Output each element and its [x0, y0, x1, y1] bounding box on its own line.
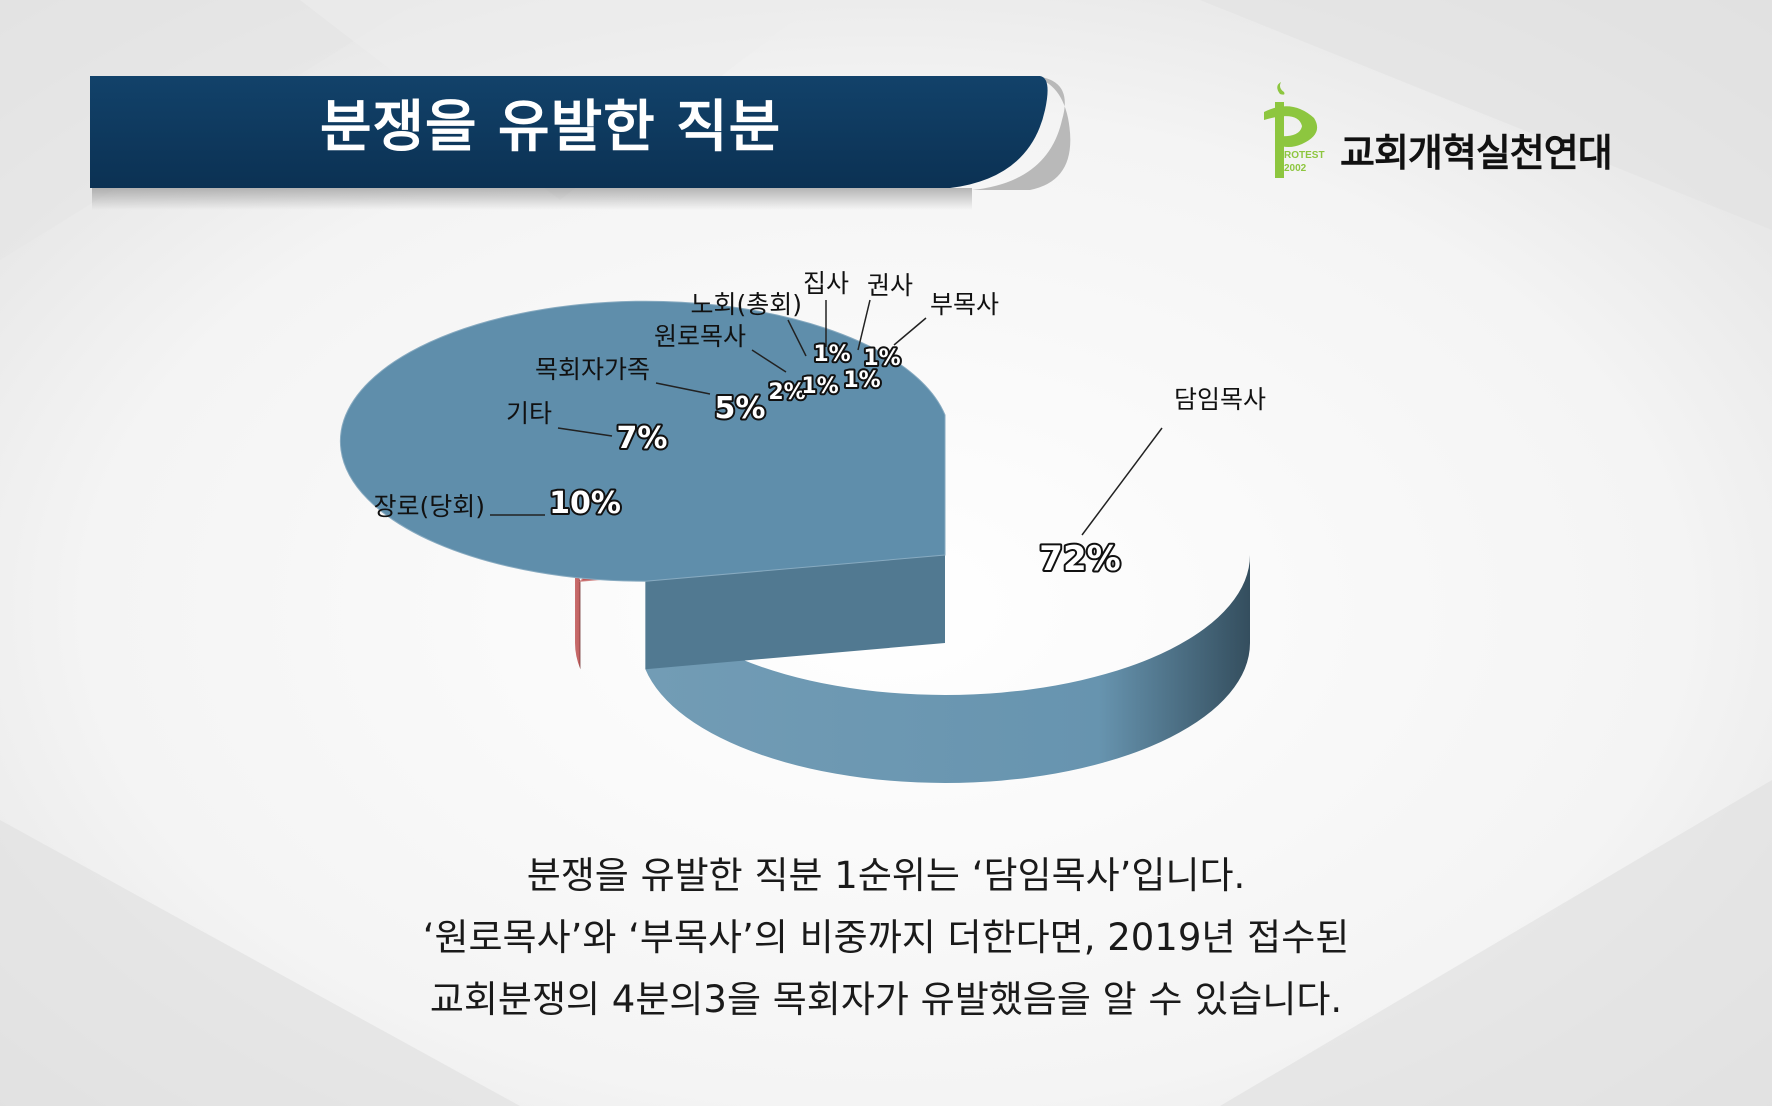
- slice-value-3: 5%: [715, 391, 766, 426]
- leader-line-7: [857, 299, 871, 351]
- slice-value-8: 1%: [863, 346, 900, 371]
- slice-label-2: 기타: [506, 399, 552, 428]
- title-banner: [90, 76, 1071, 210]
- slice-label-5: 노회(총회): [690, 290, 802, 319]
- slice-value-6: 1%: [813, 342, 850, 367]
- slice-value-5: 1%: [801, 374, 838, 399]
- slice-cut-0: [645, 555, 945, 670]
- leader-line-0: [1081, 427, 1163, 536]
- page-title: 분쟁을 유발한 직분: [320, 95, 782, 160]
- labels: 담임목사 72% 장로(당회) 10% 기타 7% 목회자가족 5% 원로목사 2% 노회(총회) 1…: [373, 269, 1266, 581]
- slice-0: [339, 300, 946, 582]
- slice-label-8: 부목사: [930, 290, 999, 319]
- leader-line-4: [751, 349, 787, 373]
- slice-value-7: 1%: [843, 368, 880, 393]
- slice-value-0: 72%: [1039, 539, 1120, 579]
- slice-label-1: 장로(당회): [373, 492, 485, 521]
- slice-value-2: 7%: [617, 421, 668, 456]
- leader-line-3: [655, 382, 711, 395]
- slice-value-4: 2%: [768, 380, 805, 405]
- slice-label-7: 권사: [867, 271, 913, 300]
- caption-line-2: ‘원로목사’와 ‘부목사’의 비중까지 더한다면, 2019년 접수된: [422, 916, 1350, 959]
- pie-tops: [339, 300, 946, 582]
- logo-mark-icon: ROTEST 2002: [1264, 82, 1325, 178]
- leader-line-5: [787, 319, 807, 357]
- logo-mark-line1: ROTEST: [1284, 150, 1325, 161]
- caption-line-1: 분쟁을 유발한 직분 1순위는 ‘담임목사’입니다.: [526, 854, 1246, 897]
- slice-label-6: 집사: [803, 269, 849, 298]
- leader-line-2: [557, 427, 613, 437]
- pie-chart: 담임목사 72% 장로(당회) 10% 기타 7% 목회자가족 5% 원로목사 2% 노회(총회) 1…: [339, 269, 1266, 784]
- slice-label-0: 담임목사: [1174, 385, 1266, 414]
- logo-mark-line2: 2002: [1284, 163, 1307, 174]
- caption: 분쟁을 유발한 직분 1순위는 ‘담임목사’입니다. ‘원로목사’와 ‘부목사’…: [286, 845, 1486, 1031]
- logo: ROTEST 2002 교회개혁실천연대: [1262, 82, 1682, 182]
- logo-name: 교회개혁실천연대: [1340, 131, 1613, 175]
- leader-line-8: [893, 317, 927, 346]
- slice-label-4: 원로목사: [654, 322, 746, 351]
- slice-wall-1: [575, 555, 581, 670]
- slice-wall-0: [645, 555, 1250, 784]
- caption-line-3: 교회분쟁의 4분의3을 목회자가 유발했음을 알 수 있습니다.: [429, 978, 1343, 1021]
- slice-value-1: 10%: [549, 486, 621, 521]
- slice-label-3: 목회자가족: [535, 355, 650, 384]
